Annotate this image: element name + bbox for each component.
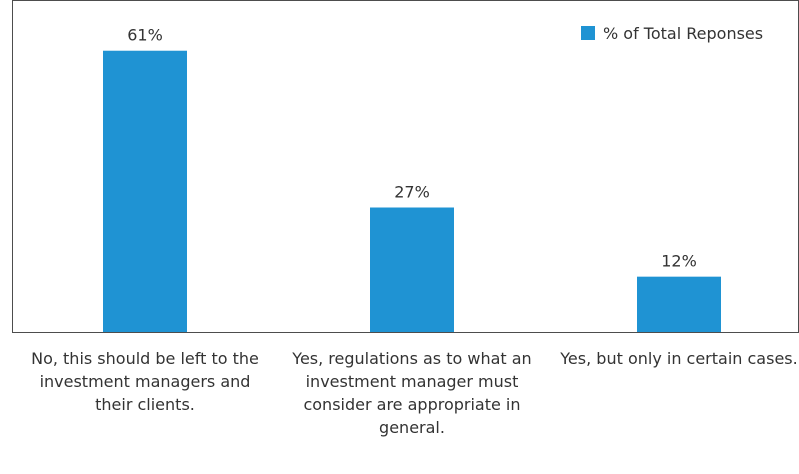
data-label-1: 61% (127, 26, 163, 45)
category-label-1: No, this should be left to the investmen… (31, 349, 259, 414)
category-label-3: Yes, but only in certain cases. (560, 349, 798, 368)
legend-label: % of Total Reponses (603, 24, 763, 43)
legend-swatch (581, 26, 595, 40)
data-label-3: 12% (661, 252, 697, 271)
data-label-2: 27% (394, 183, 430, 202)
category-label-2: Yes, regulations as to what an investmen… (292, 349, 532, 437)
bar-3 (637, 276, 721, 332)
bar-1 (103, 50, 187, 332)
legend: % of Total Reponses (581, 24, 763, 43)
bar-2 (370, 207, 454, 332)
